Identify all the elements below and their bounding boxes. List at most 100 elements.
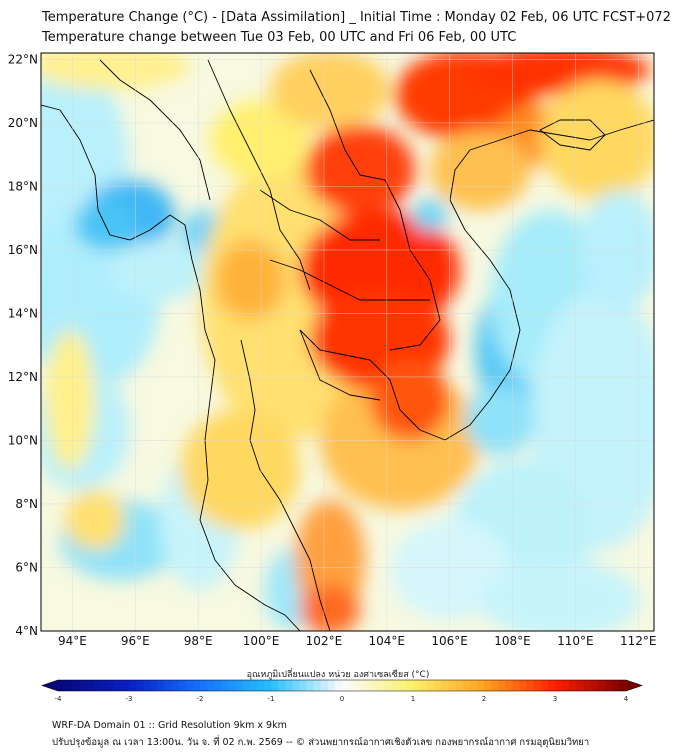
footer-model-info: WRF-DA Domain 01 :: Grid Resolution 9km … — [52, 720, 287, 731]
colorbar-segment — [540, 680, 549, 691]
colorbar-segment — [114, 680, 123, 691]
colorbar-outline — [41, 679, 643, 692]
colorbar-segment — [349, 680, 357, 691]
colorbar-segment — [519, 680, 527, 691]
lat-tick-label: 6°N — [15, 560, 38, 574]
colorbar-segment — [157, 680, 165, 691]
colorbar-tick-label: 4 — [624, 695, 629, 703]
colorbar-segment — [505, 680, 513, 691]
lat-tick-label: 20°N — [8, 116, 38, 130]
colorbar-segment — [462, 680, 471, 691]
colorbar-segment — [100, 680, 109, 691]
colorbar-segment — [547, 680, 556, 691]
colorbar-segment — [79, 680, 87, 691]
colorbar-segment — [207, 680, 215, 691]
colorbar-tick-label: -2 — [197, 695, 204, 703]
colorbar-segment — [569, 680, 577, 691]
colorbar-segment — [405, 680, 414, 691]
colorbar-segment — [555, 680, 563, 691]
colorbar-segment — [107, 680, 116, 691]
colorbar-segment — [455, 680, 464, 691]
colorbar-segment — [576, 680, 584, 691]
colorbar-segment — [370, 680, 378, 691]
colorbar-max-arrow — [626, 680, 642, 691]
colorbar-segment — [263, 680, 272, 691]
colorbar-segment — [150, 680, 158, 691]
colorbar-segment — [533, 680, 542, 691]
coastlines-and-borders — [41, 59, 654, 631]
colorbar-segment — [484, 680, 492, 691]
colorbar-segment — [562, 680, 570, 691]
colorbar-segment — [363, 680, 371, 691]
lat-tick-label: 12°N — [8, 370, 38, 384]
colorbar-segment — [235, 680, 243, 691]
colorbar-segment — [121, 680, 130, 691]
colorbar-segment — [192, 680, 201, 691]
colorbar-segment — [178, 680, 187, 691]
lon-tick-label: 106°E — [431, 634, 468, 648]
colorbar-segment — [320, 680, 329, 691]
colorbar-segment — [342, 680, 350, 691]
colorbar-segment — [334, 680, 343, 691]
colorbar-tick-label: -4 — [55, 695, 63, 703]
colorbar-segment — [391, 680, 400, 691]
colorbar-segment — [129, 680, 137, 691]
colorbar-segment — [512, 680, 520, 691]
colorbar-tick-label: -3 — [126, 695, 133, 703]
colorbar-segment — [58, 680, 66, 691]
colorbar-segment — [611, 680, 620, 691]
colorbar-segment — [292, 680, 300, 691]
colorbar-segment — [597, 680, 606, 691]
colorbar-segment — [398, 680, 407, 691]
footer-credit: ปรับปรุงข้อมูล ณ เวลา 13:00น. วัน จ. ที่… — [52, 737, 590, 748]
colorbar-segment — [185, 680, 194, 691]
colorbar-segment — [356, 680, 364, 691]
colorbar-segment — [377, 680, 385, 691]
colorbar-segment — [143, 680, 151, 691]
colorbar-segment — [583, 680, 591, 691]
colorbar-segment — [228, 680, 236, 691]
lon-tick-labels: 94°E 96°E 98°E 100°E 102°E 104°E 106°E 108°E 110… — [58, 634, 657, 648]
lat-tick-labels: 22°N 20°N 18°N 16°N 14°N 12°N 10°N 8°N 6°N 4°N — [8, 52, 38, 638]
lat-tick-label: 10°N — [8, 433, 38, 447]
lat-tick-label: 22°N — [8, 52, 38, 66]
colorbar-min-arrow — [42, 680, 58, 691]
colorbar-segment — [384, 680, 393, 691]
lat-tick-label: 14°N — [8, 306, 38, 320]
colorbar-segment — [171, 680, 180, 691]
colorbar-segment — [434, 680, 442, 691]
colorbar-segment — [256, 680, 265, 691]
colorbar-segment — [278, 680, 286, 691]
temperature-field — [41, 53, 654, 631]
colorbar-tick-labels: -4 -3 -2 -1 0 1 2 3 4 — [55, 695, 629, 703]
plot-frame — [40, 52, 655, 632]
colorbar-label: อุณหภูมิเปลี่ยนแปลง หน่วย องศาเซลเซียส (… — [246, 670, 430, 680]
lon-tick-label: 110°E — [557, 634, 594, 648]
colorbar-tick-label: 2 — [482, 695, 486, 703]
colorbar-segment — [221, 680, 229, 691]
colorbar-segment — [327, 680, 336, 691]
colorbar-segment — [86, 680, 94, 691]
colorbar-tick-label: 1 — [411, 695, 415, 703]
colorbar-tick-label: 0 — [340, 695, 344, 703]
colorbar-segment — [491, 680, 499, 691]
colorbar-segment — [413, 680, 421, 691]
lon-tick-label: 108°E — [494, 634, 531, 648]
colorbar-segment — [441, 680, 449, 691]
lat-tick-label: 18°N — [8, 179, 38, 193]
colorbar-segment — [242, 680, 251, 691]
colorbar-segment — [72, 680, 80, 691]
lon-tick-label: 96°E — [121, 634, 150, 648]
colorbar-segment — [93, 680, 101, 691]
colorbar-segment — [448, 680, 456, 691]
colorbar-segment — [604, 680, 613, 691]
lat-tick-label: 8°N — [15, 497, 38, 511]
colorbar-tick-label: -1 — [268, 695, 275, 703]
colorbar-segment — [313, 680, 322, 691]
colorbar-tick-label: 3 — [553, 695, 557, 703]
lat-tick-label: 16°N — [8, 243, 38, 257]
colorbar-segment — [136, 680, 144, 691]
lat-tick-label: 4°N — [15, 624, 38, 638]
chart-subtitle: Temperature change between Tue 03 Feb, 0… — [42, 30, 517, 45]
